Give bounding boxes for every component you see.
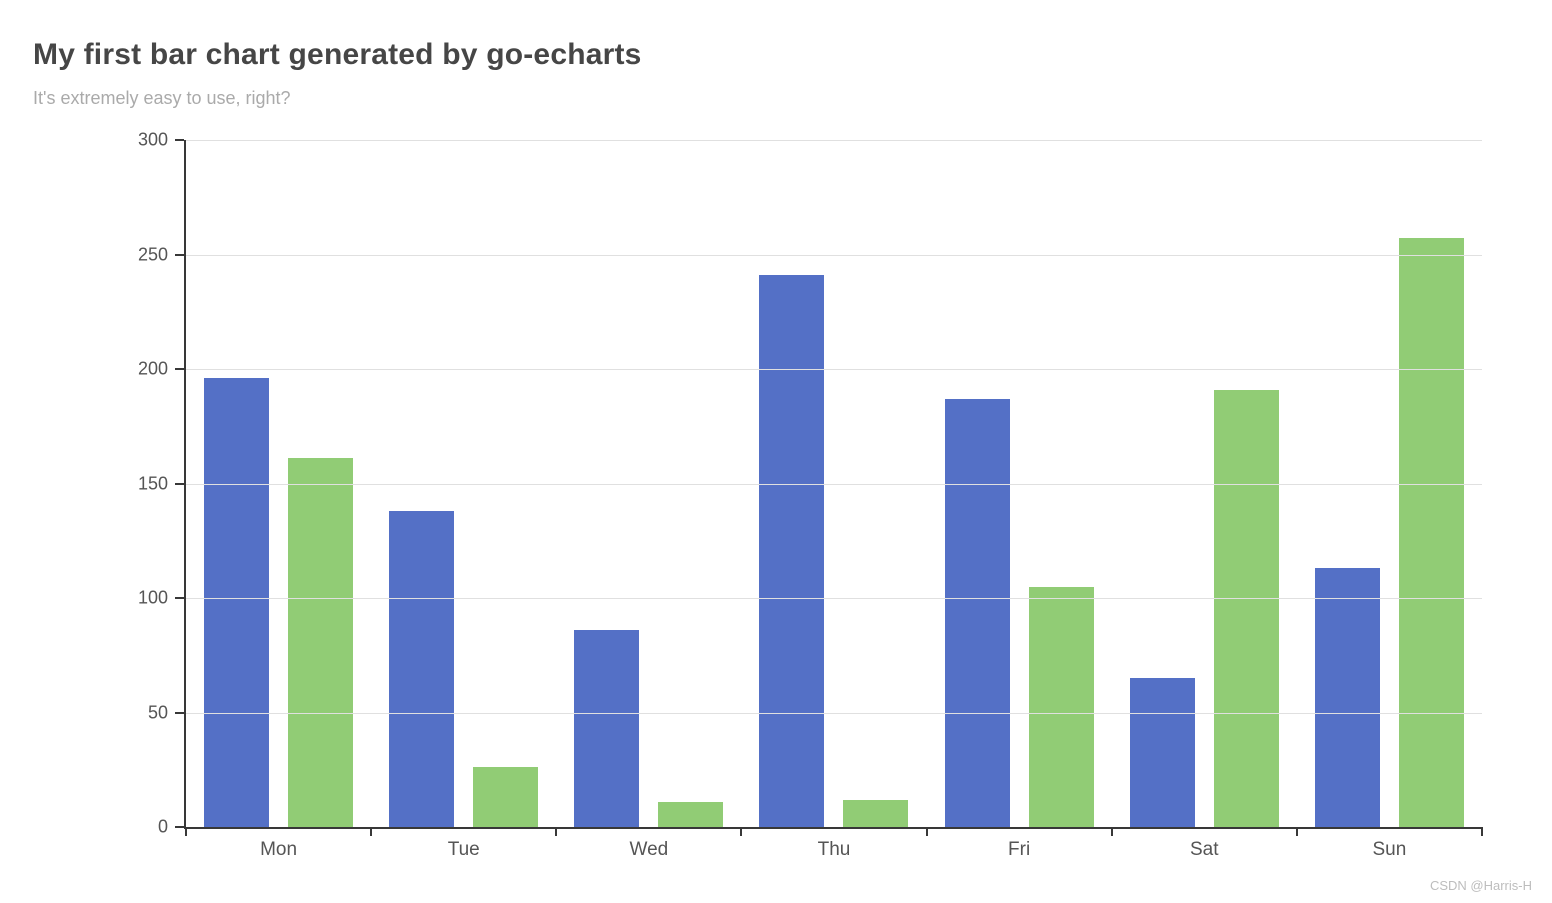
bar-tue-series-blue[interactable] bbox=[389, 510, 455, 827]
gridline-y-50 bbox=[186, 712, 1482, 714]
bar-group-sat: Sat bbox=[1112, 140, 1297, 860]
x-axis-label-thu: Thu bbox=[817, 839, 851, 860]
bar-sun-series-blue[interactable] bbox=[1314, 568, 1380, 827]
y-axis-label-150: 150 bbox=[137, 473, 168, 493]
y-axis-label-100: 100 bbox=[137, 587, 168, 608]
x-axis-label-sat: Sat bbox=[1190, 839, 1219, 860]
x-axis-tick-3 bbox=[740, 827, 743, 836]
watermark: CSDN @Harris-H bbox=[1429, 878, 1532, 893]
bar-mon-series-green[interactable] bbox=[288, 458, 354, 827]
x-axis-tick-5 bbox=[1110, 827, 1113, 836]
y-axis-line bbox=[184, 140, 186, 827]
x-axis-label-fri: Fri bbox=[1008, 839, 1031, 860]
bar-fri-series-blue[interactable] bbox=[944, 398, 1010, 827]
gridline-y-250 bbox=[186, 254, 1482, 256]
x-axis-tick-2 bbox=[555, 827, 558, 836]
plot-area[interactable]: Mon Tue Wed Thu Fri Sat Sun 0 50 100 150 200 250 300 bbox=[138, 130, 1483, 860]
chart-title: My first bar chart generated by go-echar… bbox=[33, 38, 642, 71]
y-axis-label-250: 250 bbox=[137, 244, 168, 264]
bar-thu-series-blue[interactable] bbox=[759, 275, 825, 827]
x-axis-tick-1 bbox=[370, 827, 373, 836]
bar-wed-series-green[interactable] bbox=[658, 801, 724, 827]
x-axis-label-wed: Wed bbox=[629, 839, 669, 860]
bar-group-mon: Mon bbox=[186, 140, 371, 860]
y-axis-tick-250 bbox=[175, 253, 184, 256]
bar-sat-series-green[interactable] bbox=[1213, 389, 1279, 827]
gridline-y-200 bbox=[186, 369, 1482, 371]
bar-sun-series-green[interactable] bbox=[1398, 238, 1464, 827]
gridline-y-100 bbox=[186, 598, 1482, 600]
chart-subtitle: It's extremely easy to use, right? bbox=[33, 88, 291, 108]
bar-mon-series-blue[interactable] bbox=[204, 378, 270, 827]
x-axis-tick-6 bbox=[1295, 827, 1298, 836]
y-axis-label-0: 0 bbox=[157, 816, 168, 837]
y-axis-tick-200 bbox=[175, 368, 184, 371]
y-axis-tick-150 bbox=[175, 482, 184, 485]
x-axis-label-sun: Sun bbox=[1372, 839, 1407, 860]
y-axis-label-50: 50 bbox=[147, 702, 168, 722]
y-axis-tick-100 bbox=[175, 597, 184, 600]
x-axis-tick-0 bbox=[185, 827, 187, 836]
bar-fri-series-green[interactable] bbox=[1028, 586, 1094, 827]
y-axis-tick-0 bbox=[175, 826, 184, 828]
bar-thu-series-green[interactable] bbox=[843, 799, 909, 827]
bar-wed-series-blue[interactable] bbox=[574, 630, 640, 827]
bar-group-fri: Fri bbox=[927, 140, 1112, 860]
bar-group-sun: Sun bbox=[1297, 140, 1482, 860]
bar-group-wed: Wed bbox=[556, 140, 741, 860]
y-axis-label-300: 300 bbox=[137, 129, 168, 150]
gridline-y-300 bbox=[186, 140, 1482, 141]
x-axis-line bbox=[184, 827, 1482, 829]
x-axis-label-tue: Tue bbox=[447, 839, 480, 860]
bar-sat-series-blue[interactable] bbox=[1129, 678, 1195, 827]
x-axis-tick-4 bbox=[925, 827, 928, 836]
y-axis-label-200: 200 bbox=[137, 358, 168, 379]
y-axis-tick-300 bbox=[175, 139, 184, 141]
bar-group-thu: Thu bbox=[741, 140, 926, 860]
bars-row: Mon Tue Wed Thu Fri Sat Sun bbox=[186, 140, 1482, 860]
bar-group-tue: Tue bbox=[371, 140, 556, 860]
x-axis-tick-7 bbox=[1481, 827, 1483, 836]
bar-tue-series-green[interactable] bbox=[473, 767, 539, 827]
x-axis-label-mon: Mon bbox=[260, 839, 298, 860]
gridline-y-150 bbox=[186, 483, 1482, 485]
y-axis-tick-50 bbox=[175, 711, 184, 714]
